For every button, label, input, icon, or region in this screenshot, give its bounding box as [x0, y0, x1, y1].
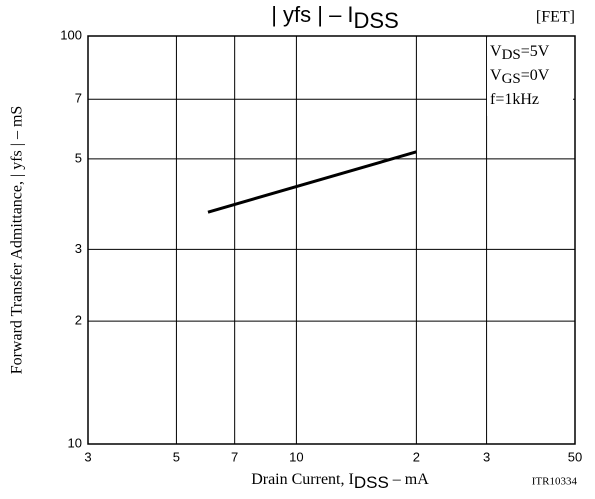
x-tick-label: 7	[231, 449, 238, 464]
annotation: f=1kHz	[490, 91, 539, 108]
y-axis-label: Forward Transfer Admittance, | yfs | – m…	[9, 106, 26, 375]
x-tick-label: 2	[413, 449, 420, 464]
y-tick-label: 2	[75, 313, 82, 328]
tag: [FET]	[536, 9, 575, 26]
title-main: | yfs | – I	[271, 2, 353, 27]
y-tick-label: 5	[75, 150, 82, 165]
annotation: VGS=0V	[490, 67, 550, 88]
y-tick-label: 10	[68, 435, 82, 450]
x-tick-label: 10	[289, 449, 303, 464]
annotation-part: GS	[502, 71, 521, 87]
annotation-part: V	[490, 43, 502, 60]
code: ITR10334	[532, 476, 578, 488]
x-label-unit: – mA	[389, 471, 429, 488]
annotation-part: f=1kHz	[490, 91, 539, 108]
annotation-part: DS	[502, 47, 521, 63]
annotation-part: =0V	[521, 67, 550, 84]
annotation: VDS=5V	[490, 43, 550, 64]
x-label-main: Drain Current, I	[251, 471, 354, 488]
y-tick-label: 100	[60, 27, 82, 42]
x-tick-label: 3	[483, 449, 490, 464]
x-axis-label: Drain Current, IDSS – mA	[251, 471, 429, 493]
x-label-sub: DSS	[354, 473, 389, 492]
annotation-part: V	[490, 67, 502, 84]
annotation-box	[487, 38, 573, 116]
annotation-part: =5V	[521, 43, 550, 60]
title-sub: DSS	[354, 8, 399, 33]
x-tick-label: 5	[173, 449, 180, 464]
chart-title: | yfs | – IDSS	[271, 2, 399, 33]
y-tick-label: 7	[75, 91, 82, 106]
plot-frame	[87, 35, 576, 445]
data-line	[207, 150, 417, 214]
x-tick-label: 3	[84, 449, 91, 464]
y-tick-label: 3	[75, 241, 82, 256]
x-tick-label: 50	[568, 449, 582, 464]
